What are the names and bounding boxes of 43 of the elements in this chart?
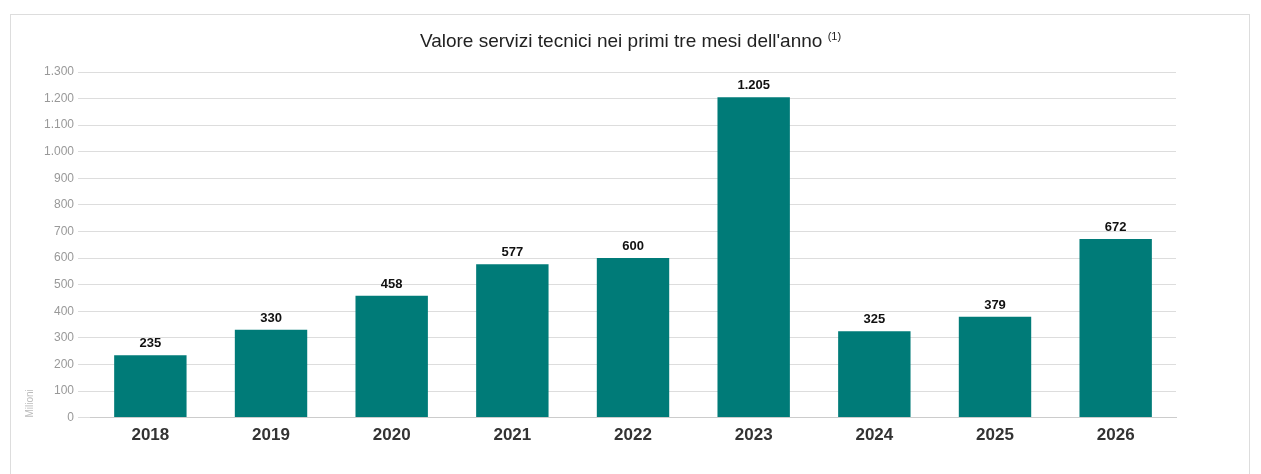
x-tick-label: 2026 (1096, 425, 1135, 445)
bar (355, 295, 428, 418)
data-label: 325 (863, 311, 886, 327)
data-label: 458 (380, 275, 403, 291)
y-tick-label: 900 (54, 170, 75, 185)
y-tick-label: 600 (54, 250, 75, 265)
y-tick-label: 400 (54, 303, 75, 318)
y-tick-label: 1.200 (44, 90, 75, 105)
y-tick-label: 0 (67, 409, 75, 424)
x-tick-label: 2018 (131, 425, 170, 445)
y-tick-label: 1.300 (44, 64, 75, 79)
y-tick-label: 500 (54, 276, 75, 291)
bar (234, 329, 308, 418)
x-tick-label: 2021 (493, 425, 532, 445)
bar (1079, 238, 1152, 418)
y-tick-label: 200 (54, 356, 75, 371)
y-tick-label: 1.100 (44, 117, 75, 132)
bar (717, 97, 790, 418)
data-label: 577 (501, 244, 524, 260)
x-tick-label: 2024 (855, 425, 894, 445)
data-label: 235 (139, 335, 162, 351)
bar (958, 316, 1032, 418)
x-tick-label: 2020 (372, 425, 411, 445)
bar (476, 264, 549, 418)
data-label: 672 (1104, 219, 1127, 235)
y-axis-title: Milioni (23, 389, 35, 418)
y-tick-label: 700 (54, 223, 75, 238)
bar (114, 355, 187, 418)
y-tick-label: 800 (54, 197, 75, 212)
bar (838, 331, 911, 418)
y-tick-label: 100 (54, 383, 75, 398)
x-tick-label: 2025 (976, 425, 1014, 445)
data-label: 330 (260, 309, 282, 325)
y-tick-label: 1.000 (44, 144, 75, 159)
x-tick-label: 2023 (734, 425, 773, 445)
data-label: 1.205 (737, 77, 770, 93)
bar (596, 258, 670, 418)
x-tick-label: 2019 (252, 425, 290, 445)
chart-title: Valore servizi tecnici nei primi tre mesi dell'anno $^{(1)}$ (418, 30, 843, 53)
data-label: 600 (622, 238, 644, 254)
x-tick-label: 2022 (614, 425, 652, 445)
y-tick-label: 300 (54, 330, 75, 345)
data-label: 379 (984, 296, 1006, 312)
